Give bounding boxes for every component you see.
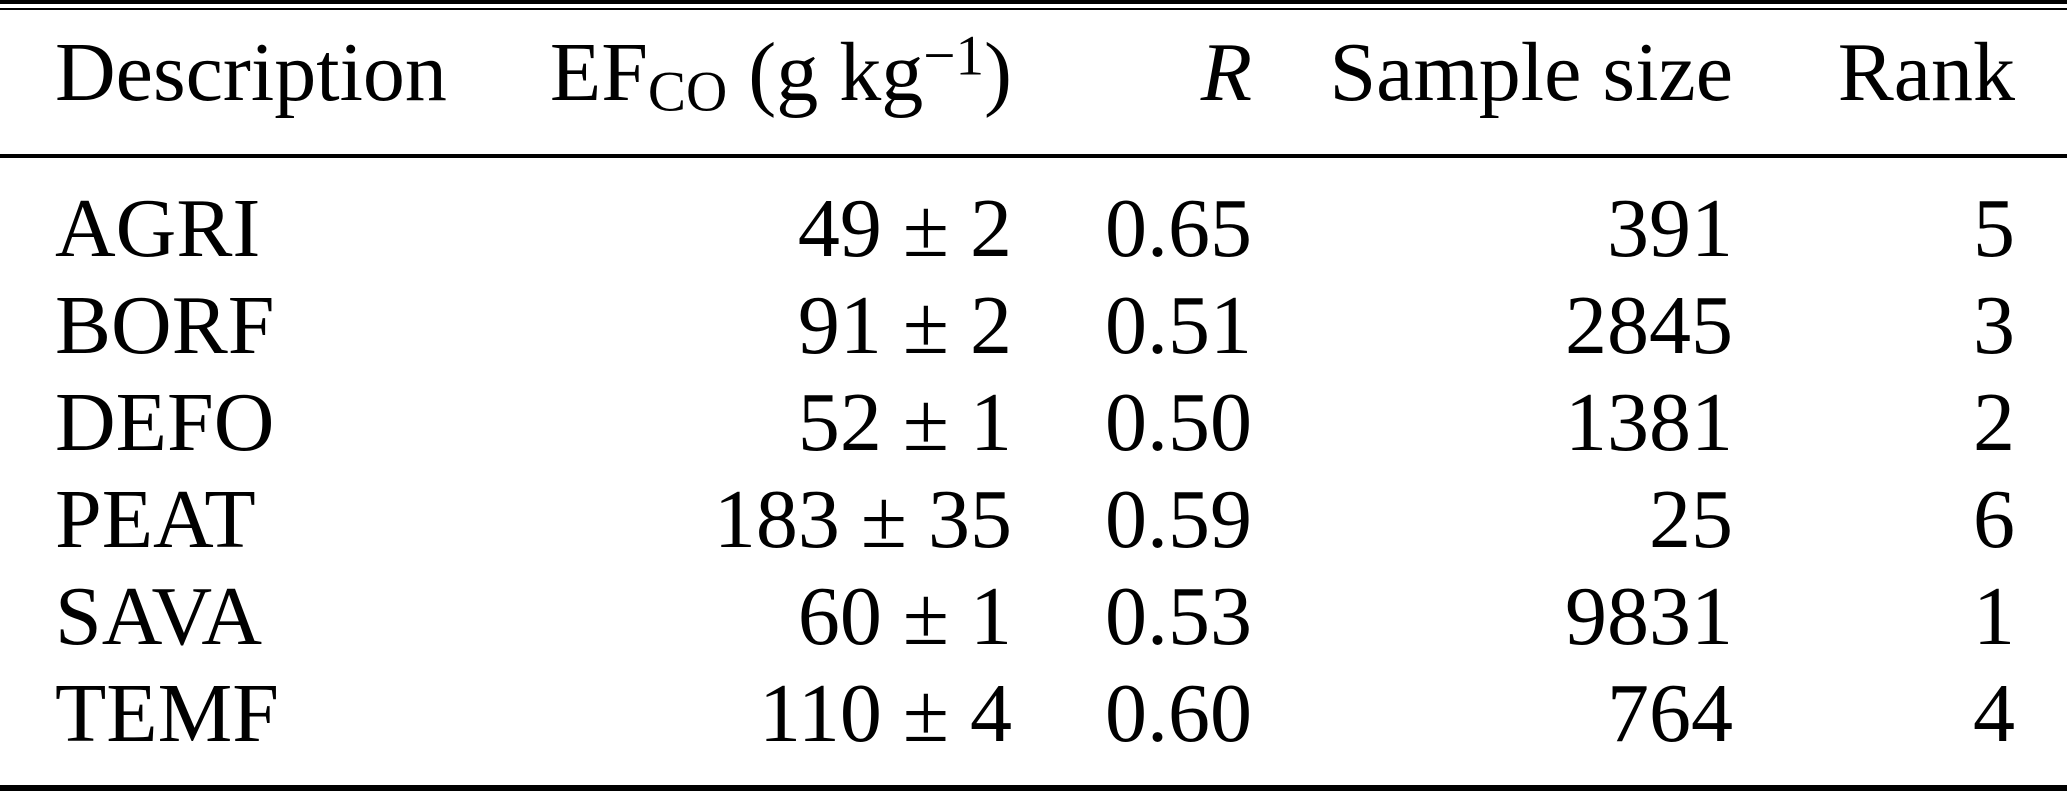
cell-sample-size: 764 — [1607, 666, 1733, 760]
cell-ef-value: 49 ± 2 — [797, 181, 1012, 275]
cell-r-value: 0.51 — [1105, 278, 1252, 372]
ef-unit-exponent-label: −1 — [923, 24, 985, 88]
cell-r-value: 0.53 — [1105, 569, 1252, 663]
cell-rank: 4 — [1973, 666, 2015, 760]
cell-description: DEFO — [55, 375, 275, 469]
table-row-borf: BORF 91 ± 2 0.51 2845 3 — [0, 277, 2067, 374]
cell-ef-value: 183 ± 35 — [713, 472, 1012, 566]
cell-description: SAVA — [55, 569, 263, 663]
table-row-agri: AGRI 49 ± 2 0.65 391 5 — [0, 156, 2067, 277]
col-header-ef-co: EFCO (g kg−1) — [460, 10, 1012, 158]
cell-r-value: 0.65 — [1105, 181, 1252, 275]
ef-base-label: EF — [549, 26, 648, 119]
ef-co-table: Description EFCO (g kg−1) R Sample size … — [0, 10, 2067, 762]
cell-ef-value: 110 ± 4 — [759, 666, 1012, 760]
cell-description: BORF — [55, 278, 275, 372]
top-rule-thin — [0, 8, 2067, 10]
top-rule-thick — [0, 0, 2067, 4]
col-header-rank: Rank — [1733, 10, 2067, 158]
col-header-r: R — [1012, 10, 1252, 158]
table-row-defo: DEFO 52 ± 1 0.50 1381 2 — [0, 374, 2067, 471]
cell-sample-size: 25 — [1649, 472, 1733, 566]
col-header-sample-size: Sample size — [1252, 10, 1733, 158]
cell-ef-value: 91 ± 2 — [797, 278, 1012, 372]
table-row-temf: TEMF 110 ± 4 0.60 764 4 — [0, 665, 2067, 762]
ef-unit-close-label: ) — [984, 26, 1012, 119]
table-row-peat: PEAT 183 ± 35 0.59 25 6 — [0, 471, 2067, 568]
cell-description: AGRI — [55, 181, 261, 275]
bottom-rule — [0, 785, 2067, 791]
cell-description: PEAT — [55, 472, 256, 566]
cell-sample-size: 391 — [1607, 181, 1733, 275]
cell-r-value: 0.59 — [1105, 472, 1252, 566]
cell-ef-value: 60 ± 1 — [797, 569, 1012, 663]
cell-rank: 3 — [1973, 278, 2015, 372]
cell-r-value: 0.60 — [1105, 666, 1252, 760]
ef-subscript-label: CO — [647, 60, 728, 124]
cell-sample-size: 9831 — [1565, 569, 1733, 663]
cell-rank: 2 — [1973, 375, 2015, 469]
ef-unit-open-label: (g kg — [727, 26, 924, 119]
header-row: Description EFCO (g kg−1) R Sample size … — [0, 10, 2067, 158]
table-row-sava: SAVA 60 ± 1 0.53 9831 1 — [0, 568, 2067, 665]
col-header-description: Description — [0, 10, 460, 158]
cell-rank: 1 — [1973, 569, 2015, 663]
cell-ef-value: 52 ± 1 — [797, 375, 1012, 469]
cell-rank: 6 — [1973, 472, 2015, 566]
cell-description: TEMF — [55, 666, 280, 760]
cell-sample-size: 2845 — [1565, 278, 1733, 372]
cell-r-value: 0.50 — [1105, 375, 1252, 469]
cell-sample-size: 1381 — [1565, 375, 1733, 469]
cell-rank: 5 — [1973, 181, 2015, 275]
